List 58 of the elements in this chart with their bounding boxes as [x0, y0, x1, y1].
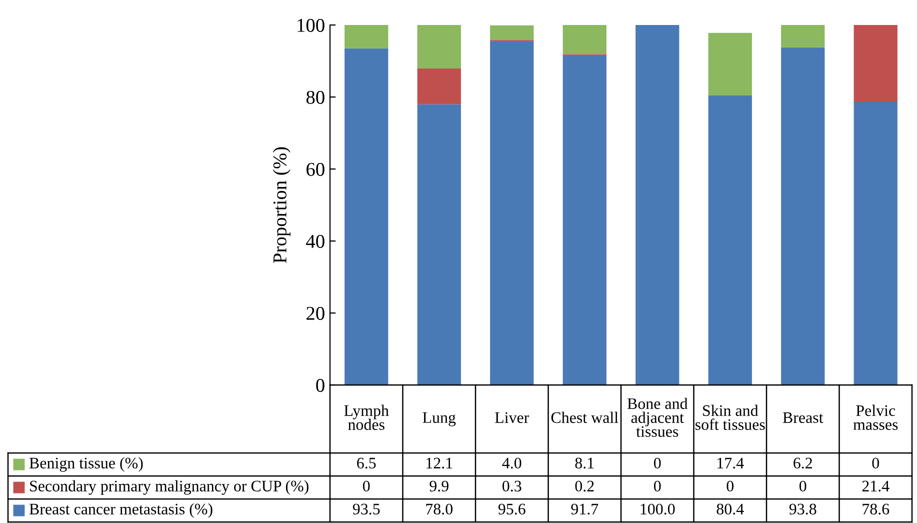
bar — [636, 25, 680, 385]
data-label: 0 — [799, 480, 806, 492]
bar — [854, 102, 898, 385]
bar — [490, 40, 534, 385]
bar — [490, 25, 534, 40]
x-tick-label: Chest wall — [551, 412, 618, 423]
bar — [562, 25, 606, 54]
bar — [562, 54, 606, 385]
x-tick-label: Breast — [782, 412, 824, 423]
y-tick-label: 60 — [306, 162, 324, 176]
bar — [854, 25, 898, 102]
x-tick-label: Lung — [422, 412, 456, 426]
x-tick-label: Liver — [495, 412, 530, 423]
bar — [417, 104, 461, 385]
data-label: 0 — [726, 480, 734, 492]
data-label: 12.1 — [426, 458, 452, 469]
legend-label: Secondary primary malignancy or CUP (%) — [30, 480, 308, 495]
data-label: 0.2 — [575, 480, 594, 492]
data-label: 9.9 — [430, 480, 448, 492]
legend-label: Breast cancer metastasis (%) — [29, 503, 212, 518]
data-label: 93.5 — [352, 504, 380, 515]
x-tick-label: Bone and adjacent tissues — [627, 398, 688, 437]
bar — [708, 32, 752, 96]
y-axis-title: Proportion (%) — [272, 147, 290, 264]
y-tick-label: 20 — [306, 306, 324, 320]
data-label: 91.7 — [571, 504, 598, 515]
legend-label: Benign tissue (%) — [29, 457, 143, 472]
bar — [708, 96, 752, 385]
bar — [344, 25, 388, 48]
x-tick-label: Skin and soft tissues — [696, 404, 765, 430]
data-label: 0 — [872, 458, 880, 468]
y-tick-label: 40 — [306, 234, 324, 248]
data-label: 93.8 — [789, 504, 816, 515]
data-label: 6.2 — [794, 458, 812, 469]
bar — [781, 47, 825, 385]
bar — [344, 48, 388, 385]
data-label: 21.4 — [862, 480, 890, 492]
data-label: 0 — [654, 480, 661, 492]
data-label: 95.6 — [498, 504, 526, 515]
y-tick-label: 0 — [316, 378, 324, 392]
data-label: 0 — [362, 480, 370, 492]
data-label: 4.0 — [502, 458, 522, 469]
data-label: 100.0 — [640, 504, 675, 515]
data-label: 0 — [654, 458, 661, 468]
data-label: 78.6 — [862, 504, 890, 515]
bar — [417, 25, 461, 69]
y-tick-label: 80 — [306, 90, 324, 104]
data-label: 80.4 — [716, 504, 744, 515]
x-tick-label: Lymph nodes — [344, 404, 389, 430]
data-label: 0.3 — [502, 480, 522, 492]
data-label: 8.1 — [575, 458, 594, 469]
y-tick-label: 100 — [298, 18, 324, 32]
data-label: 17.4 — [718, 458, 744, 469]
bar — [781, 25, 825, 48]
x-tick-label: Pelvic masses — [853, 404, 898, 430]
data-label: 6.5 — [357, 458, 376, 469]
bar — [417, 68, 461, 104]
data-label: 78.0 — [426, 504, 452, 515]
